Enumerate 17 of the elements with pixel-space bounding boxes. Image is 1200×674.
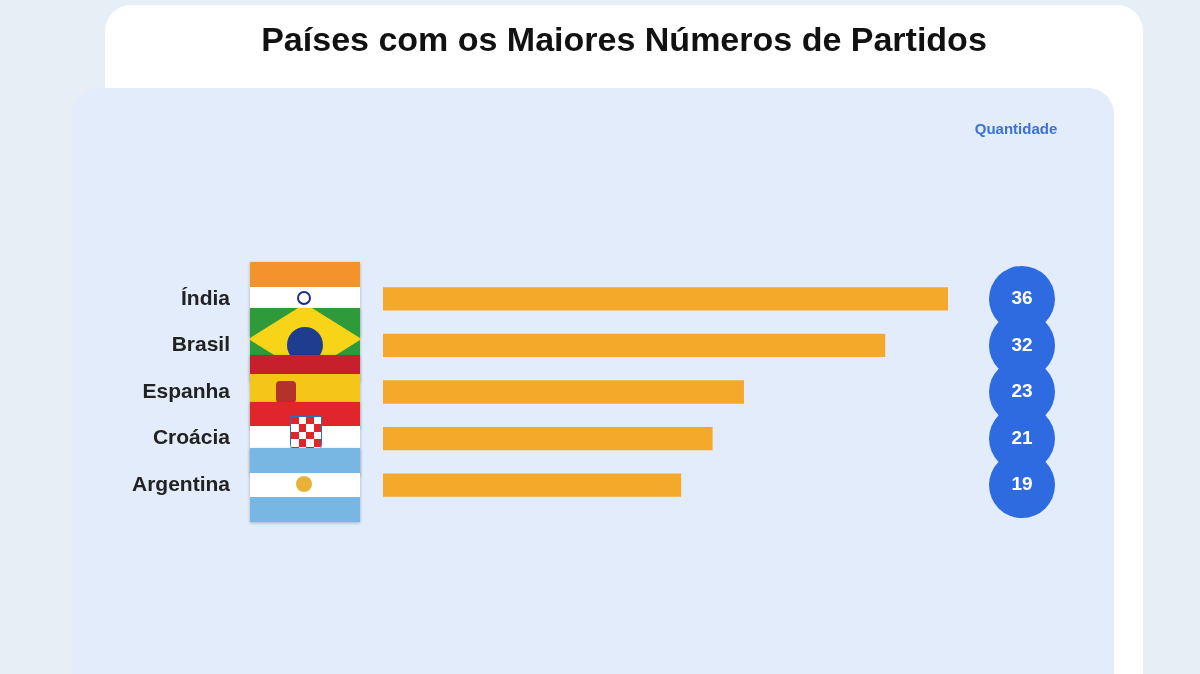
bar	[383, 287, 948, 311]
y-tick-label: Índia	[180, 285, 231, 309]
data-label: 32	[1011, 333, 1033, 355]
y-tick-label: Espanha	[142, 378, 231, 402]
y-tick-label: Croácia	[152, 425, 231, 449]
data-label: 36	[1011, 287, 1033, 309]
data-label: 23	[1011, 380, 1033, 402]
bar	[383, 380, 744, 404]
bar	[383, 473, 682, 497]
y-tick-label: Brasil	[171, 332, 230, 356]
text: Quantidade	[974, 120, 1058, 138]
data-label: 19	[1011, 473, 1033, 495]
bar	[383, 333, 886, 358]
y-tick-label: Argentina	[131, 471, 231, 495]
data-label: 21	[1011, 426, 1033, 448]
bar	[383, 426, 713, 451]
chart-title: Países com os Maiores Números de Partidos	[260, 20, 988, 59]
